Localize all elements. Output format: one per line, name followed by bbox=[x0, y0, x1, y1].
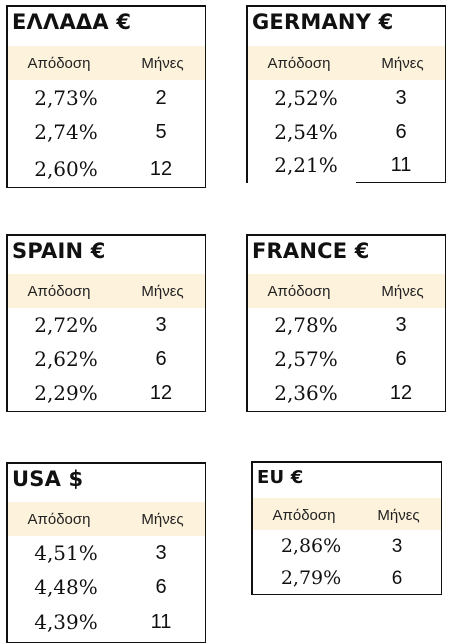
yield-value: 2,86% bbox=[280, 535, 342, 557]
table-row: 4,39% 11 bbox=[6, 606, 206, 640]
months-value: 3 bbox=[395, 314, 407, 336]
months-value: 3 bbox=[395, 87, 407, 109]
yield-value: 4,48% bbox=[34, 575, 98, 599]
months-value: 11 bbox=[150, 611, 172, 633]
yield-value: 2,52% bbox=[274, 86, 338, 110]
months-value: 12 bbox=[389, 382, 413, 404]
column-header-months: Μήνες bbox=[381, 55, 424, 72]
table-row: 2,72% 3 bbox=[6, 309, 206, 343]
table-header: Απόδοση Μήνες bbox=[247, 46, 445, 80]
table-spain: SPAIN € Απόδοση Μήνες 2,72% 3 2,62% 6 2,… bbox=[6, 234, 206, 412]
yield-value: 2,73% bbox=[34, 86, 98, 110]
table-title: USA $ bbox=[12, 467, 84, 491]
table-row: 2,21% 11 bbox=[246, 149, 446, 183]
table-title: GERMANY € bbox=[252, 10, 394, 34]
yield-value: 2,54% bbox=[274, 120, 338, 144]
table-title: ΕΛΛΑΔΑ € bbox=[12, 10, 132, 34]
months-value: 12 bbox=[149, 158, 173, 180]
table-greece: ΕΛΛΑΔΑ € Απόδοση Μήνες 2,73% 2 2,74% 5 2… bbox=[6, 5, 206, 188]
yield-value: 2,57% bbox=[274, 347, 338, 371]
months-value: 6 bbox=[155, 576, 167, 598]
table-row: 2,60% 12 bbox=[6, 153, 206, 187]
months-value: 3 bbox=[155, 542, 167, 564]
table-title: SPAIN € bbox=[12, 239, 106, 263]
column-header-yield: Απόδοση bbox=[272, 507, 336, 524]
yield-value: 2,72% bbox=[34, 313, 98, 337]
yield-value: 2,29% bbox=[34, 381, 98, 405]
table-row: 4,51% 3 bbox=[6, 537, 206, 571]
yield-value: 2,60% bbox=[34, 157, 98, 181]
yield-value: 2,78% bbox=[274, 313, 338, 337]
yield-value: 4,51% bbox=[34, 541, 98, 565]
table-germany: GERMANY € Απόδοση Μήνες 2,52% 3 2,54% 6 … bbox=[246, 5, 446, 183]
column-header-months: Μήνες bbox=[141, 55, 184, 72]
yield-value: 4,39% bbox=[34, 610, 98, 634]
table-row: 2,57% 6 bbox=[246, 343, 446, 377]
table-eu: EU € Απόδοση Μήνες 2,86% 3 2,79% 6 bbox=[251, 461, 442, 595]
column-header-yield: Απόδοση bbox=[267, 55, 331, 72]
months-value: 3 bbox=[391, 536, 403, 557]
column-header-months: Μήνες bbox=[381, 283, 424, 300]
table-row: 2,52% 3 bbox=[246, 82, 446, 116]
yield-value: 2,36% bbox=[274, 381, 338, 405]
table-header: Απόδοση Μήνες bbox=[7, 274, 205, 308]
table-row: 2,73% 2 bbox=[6, 82, 206, 116]
months-value: 6 bbox=[391, 568, 403, 589]
table-row: 2,74% 5 bbox=[6, 116, 206, 150]
table-header: Απόδοση Μήνες bbox=[252, 498, 441, 530]
table-row: 2,79% 6 bbox=[251, 563, 442, 597]
table-row: 2,62% 6 bbox=[6, 343, 206, 377]
table-header: Απόδοση Μήνες bbox=[7, 502, 205, 536]
months-value: 6 bbox=[395, 348, 407, 370]
table-row: 4,48% 6 bbox=[6, 571, 206, 605]
column-header-months: Μήνες bbox=[141, 511, 184, 528]
table-row: 2,86% 3 bbox=[251, 531, 442, 565]
yield-value: 2,79% bbox=[280, 567, 342, 589]
yield-value: 2,74% bbox=[34, 120, 98, 144]
table-row: 2,36% 12 bbox=[246, 377, 446, 411]
yield-value: 2,62% bbox=[34, 347, 98, 371]
yield-value: 2,21% bbox=[274, 153, 338, 177]
table-row: 2,78% 3 bbox=[246, 309, 446, 343]
column-header-yield: Απόδοση bbox=[27, 511, 91, 528]
table-usa: USA $ Απόδοση Μήνες 4,51% 3 4,48% 6 4,39… bbox=[6, 462, 206, 643]
table-header: Απόδοση Μήνες bbox=[7, 46, 205, 80]
table-header: Απόδοση Μήνες bbox=[247, 274, 445, 308]
column-header-months: Μήνες bbox=[141, 283, 184, 300]
months-value: 6 bbox=[155, 348, 167, 370]
table-title: FRANCE € bbox=[252, 239, 370, 263]
column-header-months: Μήνες bbox=[377, 507, 420, 524]
column-header-yield: Απόδοση bbox=[267, 283, 331, 300]
months-value: 6 bbox=[395, 121, 407, 143]
table-france: FRANCE € Απόδοση Μήνες 2,78% 3 2,57% 6 2… bbox=[246, 234, 446, 412]
months-value: 12 bbox=[149, 382, 173, 404]
months-value: 11 bbox=[390, 154, 412, 176]
column-header-yield: Απόδοση bbox=[27, 283, 91, 300]
months-value: 2 bbox=[155, 87, 167, 109]
table-row: 2,54% 6 bbox=[246, 116, 446, 150]
column-header-yield: Απόδοση bbox=[27, 55, 91, 72]
table-row: 2,29% 12 bbox=[6, 377, 206, 411]
months-value: 3 bbox=[155, 314, 167, 336]
months-value: 5 bbox=[155, 121, 167, 143]
table-title: EU € bbox=[257, 467, 304, 488]
